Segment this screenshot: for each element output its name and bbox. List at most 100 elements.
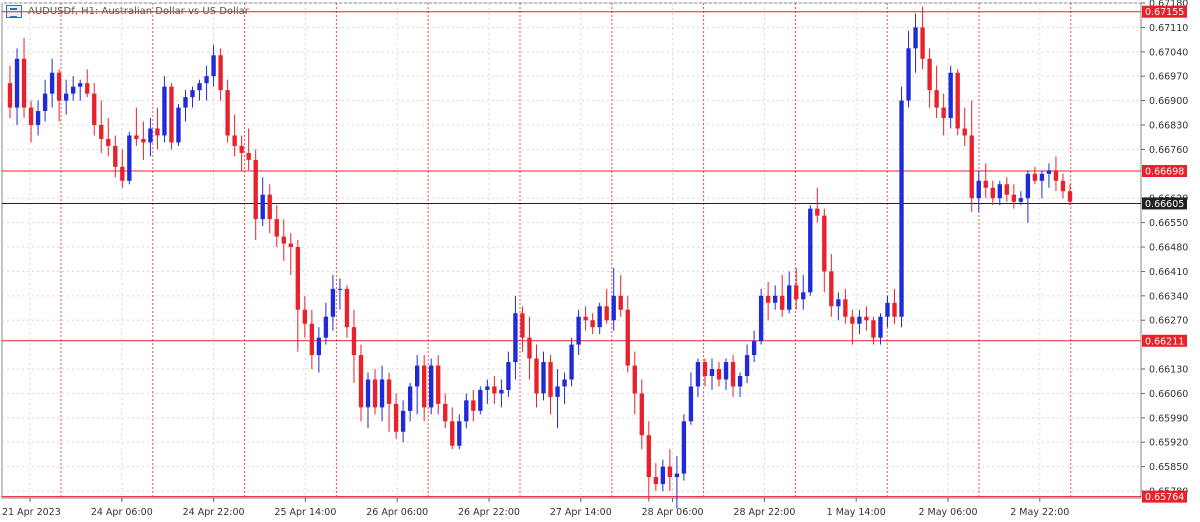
candle-bear bbox=[604, 306, 609, 321]
candle-bear bbox=[920, 27, 925, 59]
candle-bear bbox=[218, 55, 223, 91]
candle-bear bbox=[871, 320, 876, 338]
y-tick-label: 0.67110 bbox=[1149, 23, 1188, 34]
candle-bear bbox=[548, 362, 553, 397]
candle-bear bbox=[983, 180, 988, 188]
candle-bull bbox=[14, 58, 20, 108]
candle-bear bbox=[1060, 180, 1066, 192]
candle-bull bbox=[758, 295, 764, 342]
candle-bull bbox=[499, 389, 504, 394]
x-tick-label: 25 Apr 14:00 bbox=[274, 507, 336, 518]
candle-bear bbox=[1011, 194, 1017, 202]
candle-bear bbox=[471, 400, 476, 411]
candle-bear bbox=[295, 247, 300, 310]
candle-bull bbox=[400, 410, 406, 432]
candle-bear bbox=[927, 58, 932, 91]
candle-bull bbox=[976, 180, 981, 199]
candle-bear bbox=[386, 379, 392, 404]
level-label: 0.66211 bbox=[1145, 336, 1184, 347]
candle-bear bbox=[393, 403, 399, 432]
candle-bull bbox=[464, 400, 469, 422]
candle-bear bbox=[843, 299, 848, 317]
level-label-bg bbox=[1142, 5, 1187, 18]
current-price-label: 0.66605 bbox=[1145, 199, 1184, 210]
candle-bull bbox=[365, 379, 371, 408]
y-tick-label: 0.66340 bbox=[1149, 291, 1188, 302]
candle-bull bbox=[176, 107, 181, 143]
candle-bear bbox=[436, 365, 441, 404]
candle-bear bbox=[232, 135, 237, 146]
candle-bear bbox=[653, 477, 659, 485]
candle-bull bbox=[737, 375, 743, 387]
candle-bull bbox=[183, 97, 188, 108]
y-tick-label: 0.66130 bbox=[1149, 365, 1188, 376]
candle-bull bbox=[1018, 198, 1024, 202]
x-tick-label: 2 May 22:00 bbox=[1010, 507, 1069, 518]
candle-bear bbox=[246, 152, 251, 160]
candle-bull bbox=[457, 421, 462, 446]
candle-bull bbox=[555, 386, 560, 397]
y-tick-label: 0.66830 bbox=[1149, 121, 1188, 132]
candle-bull bbox=[885, 302, 890, 317]
candle-bull bbox=[836, 299, 841, 307]
candle-bear bbox=[120, 166, 125, 181]
candle-bull bbox=[948, 72, 953, 119]
candle-bear bbox=[822, 215, 827, 272]
candle-bull bbox=[49, 72, 55, 94]
candle-bear bbox=[492, 386, 497, 394]
candle-bull bbox=[744, 355, 750, 376]
candle-bear bbox=[421, 365, 427, 408]
candle-bull bbox=[997, 184, 1002, 199]
candle-bear bbox=[92, 93, 97, 126]
candle-bull bbox=[260, 194, 265, 220]
candle-bull bbox=[808, 208, 813, 293]
candle-bull bbox=[1046, 170, 1052, 174]
candle-bull bbox=[379, 379, 385, 408]
candle-bull bbox=[429, 365, 434, 408]
x-tick-label: 24 Apr 06:00 bbox=[91, 507, 153, 518]
x-tick-label: 26 Apr 06:00 bbox=[366, 507, 428, 518]
x-tick-label: 21 Apr 2023 bbox=[2, 507, 61, 518]
candle-bull bbox=[787, 285, 792, 310]
candle-bear bbox=[892, 302, 897, 317]
candle-bull bbox=[414, 365, 420, 387]
candle-bull bbox=[1025, 173, 1031, 199]
grid-layer bbox=[1, 2, 1142, 499]
candle-bull bbox=[63, 93, 69, 101]
candle-bull bbox=[857, 316, 862, 324]
candle-bear bbox=[969, 135, 974, 199]
candle-bear bbox=[716, 369, 722, 380]
x-tick-label: 28 Apr 06:00 bbox=[642, 507, 704, 518]
candle-bear bbox=[934, 90, 939, 108]
candle-bull bbox=[211, 55, 216, 77]
candle-bear bbox=[7, 83, 13, 108]
candles-layer bbox=[7, 6, 1073, 509]
candle-bear bbox=[344, 288, 350, 328]
candle-bear bbox=[815, 208, 820, 216]
x-tick-label: 26 Apr 22:00 bbox=[458, 507, 520, 518]
price-labels-layer: 0.67155 0.66698 0.66211 0.65764 0.66605 bbox=[1142, 5, 1187, 503]
y-tick-label: 0.65850 bbox=[1149, 462, 1188, 473]
candle-bull bbox=[316, 337, 322, 356]
time-axis-layer: 21 Apr 2023 24 Apr 06:00 24 Apr 22:00 25 Ap… bbox=[2, 498, 1069, 518]
candle-bull bbox=[323, 316, 329, 338]
candle-bear bbox=[962, 128, 967, 136]
candle-bear bbox=[829, 271, 834, 307]
candle-bull bbox=[709, 369, 715, 376]
level-label-bg bbox=[1142, 165, 1187, 178]
x-tick-label: 24 Apr 22:00 bbox=[183, 507, 245, 518]
candle-bear bbox=[113, 145, 118, 167]
candle-bear bbox=[358, 355, 364, 408]
candle-bear bbox=[450, 421, 455, 446]
horizontal-lines-layer bbox=[2, 11, 1141, 498]
candle-bull bbox=[485, 386, 490, 390]
candle-bear bbox=[955, 72, 960, 129]
candle-bull bbox=[597, 306, 602, 328]
level-label: 0.66698 bbox=[1145, 167, 1184, 178]
candle-bear bbox=[780, 295, 785, 310]
candle-bear bbox=[625, 309, 630, 366]
candle-bull bbox=[576, 316, 581, 345]
candle-bear bbox=[21, 58, 27, 108]
candle-bear bbox=[534, 358, 539, 394]
y-tick-label: 0.66270 bbox=[1149, 316, 1188, 327]
